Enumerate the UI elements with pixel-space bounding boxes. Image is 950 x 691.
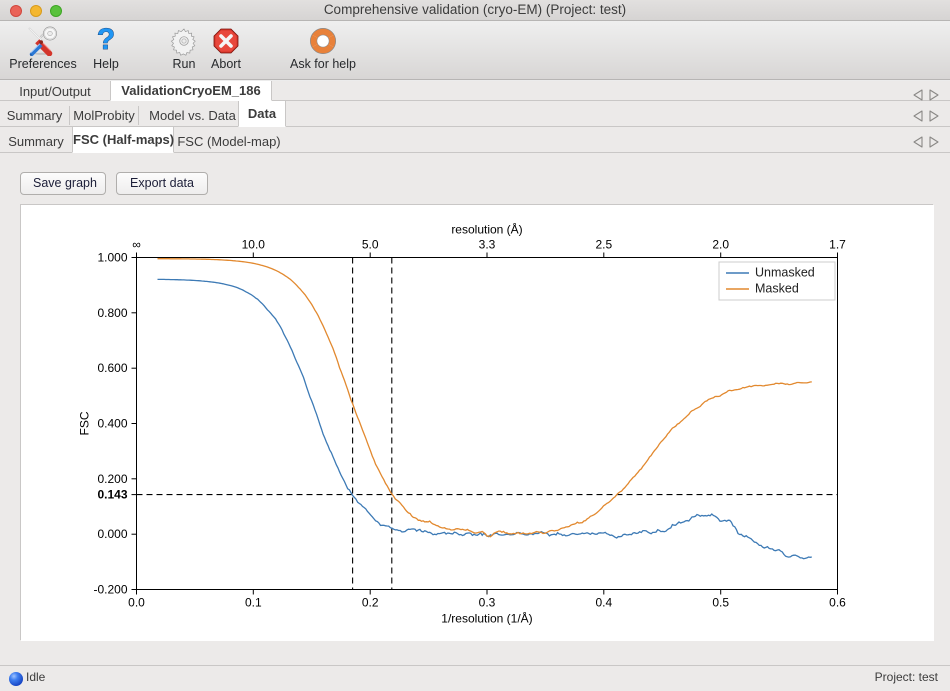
svg-text:10.0: 10.0: [242, 238, 266, 252]
svg-text:0.200: 0.200: [97, 472, 127, 486]
svg-text:0.3: 0.3: [479, 596, 496, 610]
svg-text:0.0: 0.0: [128, 596, 145, 610]
svg-text:resolution (Å): resolution (Å): [451, 222, 522, 237]
svg-text:0.6: 0.6: [829, 596, 846, 610]
svg-text:?: ?: [97, 26, 115, 56]
svg-text:Masked: Masked: [755, 282, 799, 296]
svg-text:-0.200: -0.200: [93, 583, 127, 597]
svg-text:3.3: 3.3: [479, 238, 496, 252]
svg-text:0.000: 0.000: [97, 527, 127, 541]
svg-text:0.1: 0.1: [245, 596, 262, 610]
svg-text:0.600: 0.600: [97, 361, 127, 375]
svg-text:0.2: 0.2: [362, 596, 379, 610]
svg-text:1/resolution (1/Å): 1/resolution (1/Å): [441, 611, 532, 626]
svg-text:0.5: 0.5: [712, 596, 729, 610]
svg-text:0.143: 0.143: [97, 488, 127, 502]
svg-text:0.800: 0.800: [97, 306, 127, 320]
svg-text:0.400: 0.400: [97, 417, 127, 431]
svg-text:Unmasked: Unmasked: [755, 266, 815, 280]
svg-text:2.0: 2.0: [712, 238, 729, 252]
svg-text:∞: ∞: [132, 238, 141, 252]
svg-text:5.0: 5.0: [362, 238, 379, 252]
svg-text:2.5: 2.5: [595, 238, 612, 252]
svg-text:FSC: FSC: [78, 411, 92, 435]
svg-text:1.7: 1.7: [829, 238, 846, 252]
svg-text:0.4: 0.4: [595, 596, 612, 610]
svg-text:1.000: 1.000: [97, 251, 127, 265]
